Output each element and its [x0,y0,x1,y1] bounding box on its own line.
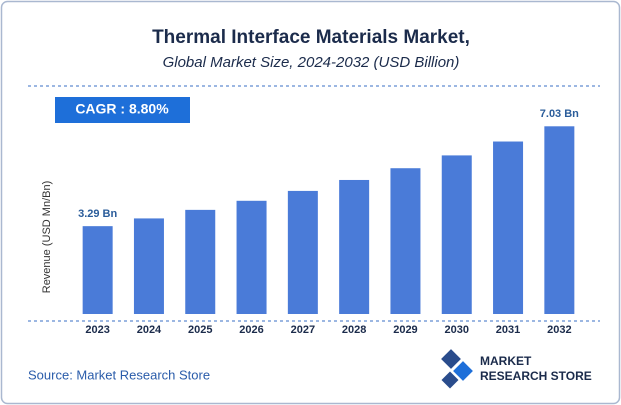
bar [390,168,421,314]
x-tick-label: 2027 [291,324,315,336]
value-label: 3.29 Bn [78,208,117,220]
x-tick-label: 2030 [445,324,469,336]
x-tick-label: 2029 [393,324,417,336]
x-tick-label: 2032 [547,324,571,336]
bar [339,179,370,314]
source: Source: Market Research Store [28,367,210,382]
bar [236,200,267,314]
logo-text: RESEARCH STORE [480,369,592,383]
x-tick-label: 2024 [137,324,162,336]
chart-subtitle: Global Market Size, 2024-2032 (USD Billi… [163,54,460,71]
x-tick-label: 2026 [239,324,263,336]
bar [493,141,524,314]
chart-title: Thermal Interface Materials Market, [152,27,470,48]
logo: MARKET RESEARCH STORE [441,349,592,389]
value-label: 7.03 Bn [540,108,579,120]
x-tick-label: 2023 [85,324,109,336]
bar [82,226,113,314]
cagr-label: CAGR : 8.80% [75,101,169,117]
cagr-box [55,97,190,123]
y-axis-label: Revenue (USD Mn/Bn) [41,181,53,294]
bar [185,209,216,314]
x-tick-label: 2031 [496,324,520,336]
x-tick-label: 2025 [188,324,212,336]
bar [287,190,318,314]
x-tick-label: 2028 [342,324,366,336]
bar [544,126,575,314]
bar [133,218,164,314]
logo-text: MARKET [480,354,532,368]
bar [441,155,472,314]
